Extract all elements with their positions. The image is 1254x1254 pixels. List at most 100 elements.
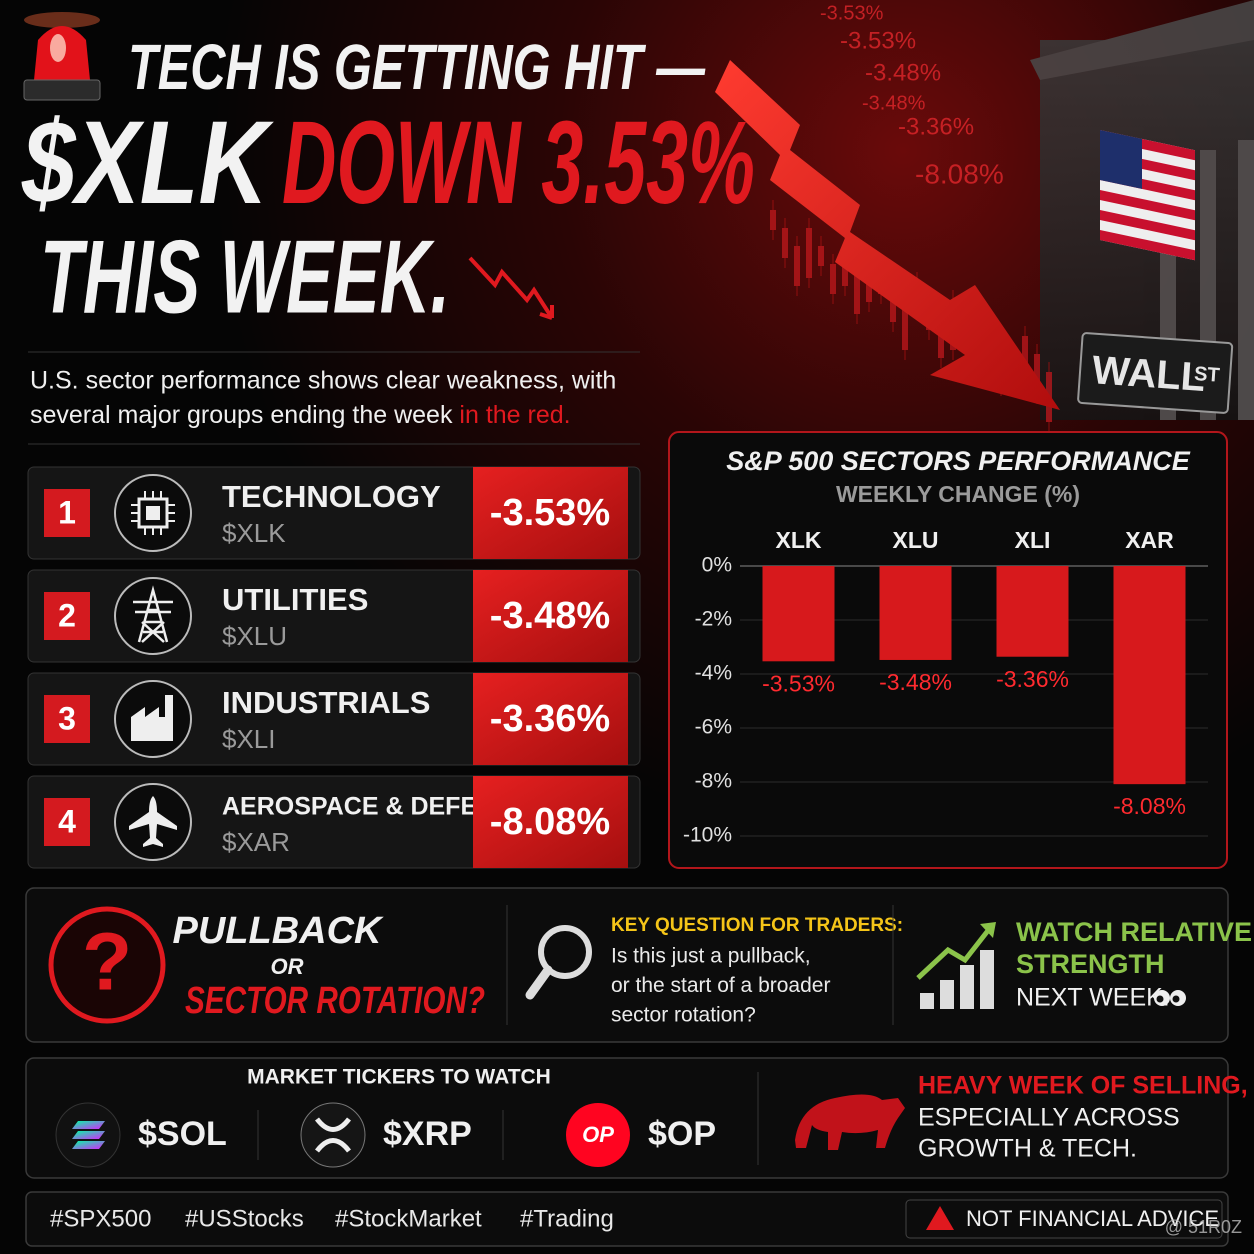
stripe (1100, 190, 1195, 221)
bar (762, 566, 835, 662)
rank: 3 (58, 700, 76, 736)
background-label: -3.48% (862, 92, 926, 114)
sector-change: -3.36% (490, 698, 610, 740)
question-middle: OR (271, 954, 304, 979)
sol-stripe (72, 1141, 105, 1149)
key-question-text: Is this just a pullback, or the start of … (611, 945, 830, 1027)
watch-line3: NEXT WEEK. (1016, 984, 1170, 1012)
headline-line3: THIS WEEK. (40, 219, 450, 335)
change-box (473, 570, 628, 662)
question-circle (48, 906, 166, 1024)
hashtag: #USStocks (185, 1205, 304, 1232)
plane-icon (129, 796, 177, 847)
rank: 4 (58, 803, 76, 839)
rank-box (44, 798, 90, 846)
tower-icon (133, 585, 173, 643)
siren-base (23, 79, 101, 101)
icon-bar (960, 965, 974, 1009)
stripe (1100, 210, 1195, 241)
lens (538, 925, 592, 979)
background-label: -3.53% (840, 27, 916, 54)
question-top: PULLBACK (173, 910, 385, 952)
sector-change: -3.48% (490, 595, 610, 637)
candle-body (818, 246, 824, 266)
watch-line2: STRENGTH (1016, 949, 1165, 979)
sector-change: -3.53% (490, 492, 610, 534)
watermark: @ 51R0Z (1165, 1217, 1242, 1237)
rank-box (44, 592, 90, 640)
icon-bar (940, 980, 954, 1009)
icon-bar (920, 993, 934, 1009)
pupil (1156, 995, 1164, 1003)
y-tick-label: -4% (695, 662, 732, 685)
x-tick-label: XLK (776, 527, 822, 553)
headline-line1: TECH IS GETTING HIT — (128, 31, 706, 103)
candle-body (938, 318, 944, 358)
x-tick-label: XLI (1015, 527, 1051, 553)
chart-title: S&P 500 SECTORS PERFORMANCE (726, 446, 1191, 476)
chart-subtitle: WEEKLY CHANGE (%) (836, 481, 1080, 507)
bear-line3: GROWTH & TECH. (918, 1135, 1137, 1163)
xrp-icon (300, 1102, 366, 1168)
bear-icon (795, 1094, 905, 1150)
bar (996, 566, 1069, 657)
candle-body (866, 282, 872, 302)
magnifier-icon (525, 925, 592, 1000)
sector-list: 1 TECHNOLOGY $XLK -3.53% 2 UTILITIES $XLU -3.48… (27, 466, 641, 869)
bear-line1: HEAVY WEEK OF SELLING, (918, 1072, 1248, 1100)
ticker-icon-text: OP (582, 1122, 614, 1147)
change-box (473, 776, 628, 868)
intro-line1: U.S. sector performance shows clear weak… (30, 367, 616, 395)
hashtag: #SPX500 (50, 1205, 151, 1232)
sector-ticker: $XLU (222, 621, 287, 651)
background-label: -3.48% (865, 59, 941, 86)
rank: 2 (58, 597, 76, 633)
sector-name: INDUSTRIALS (222, 685, 430, 720)
ticker-symbol: $SOL (138, 1115, 227, 1153)
bar-chart: 0% -2% -4% -6% -8% -10% XLK -3.53% XLU -3.48% XLI -… (683, 527, 1208, 847)
sector-icon (129, 796, 177, 847)
sign-main: WALL (1091, 348, 1207, 400)
x-tick-label: XLU (893, 527, 939, 553)
y-tick-label: -6% (695, 716, 732, 739)
street-sign: WALL ST (1077, 332, 1234, 414)
title-backdrop (240, 1064, 552, 1092)
icon-trend (916, 926, 992, 980)
change-box (473, 673, 628, 765)
sector-ticker: $XLK (222, 518, 286, 548)
stripe (1100, 230, 1195, 261)
rank: 1 (58, 494, 76, 530)
chip-core (146, 506, 160, 520)
canton (1100, 130, 1142, 189)
key-question-line: sector rotation? (611, 1004, 756, 1027)
candle-body (770, 210, 776, 230)
key-question-title: KEY QUESTION FOR TRADERS: (611, 915, 903, 936)
bear-line2: ESPECIALLY ACROSS (918, 1104, 1180, 1132)
flag (1100, 130, 1195, 261)
falling-arrow (715, 60, 1060, 410)
y-tick-label: -2% (695, 608, 732, 631)
disclaimer-box (905, 1199, 1223, 1239)
hashtag: #StockMarket (335, 1205, 482, 1232)
background-label: -8.08% (915, 158, 1004, 189)
sector-name: TECHNOLOGY (222, 479, 441, 514)
value-label: -3.53% (762, 670, 835, 696)
siren-glow (24, 12, 100, 28)
tickers-title: MARKET TICKERS TO WATCH (247, 1066, 551, 1089)
hashtags: #SPX500 #USStocks #StockMarket #Trading (50, 1205, 614, 1232)
sector-name: UTILITIES (222, 582, 368, 617)
growth-icon (916, 922, 996, 1009)
headline-ticker: $XLK (21, 97, 274, 229)
icon-circle (114, 577, 192, 655)
candle-body (1022, 336, 1028, 366)
sol-stripe (72, 1131, 105, 1139)
icon-arrowhead (980, 922, 996, 938)
bar (879, 566, 952, 660)
y-tick-label: -8% (695, 770, 732, 793)
sector-ticker: $XAR (222, 827, 290, 857)
candle-body (794, 246, 800, 286)
y-tick-label: 0% (702, 554, 732, 577)
candle-body (782, 228, 788, 258)
